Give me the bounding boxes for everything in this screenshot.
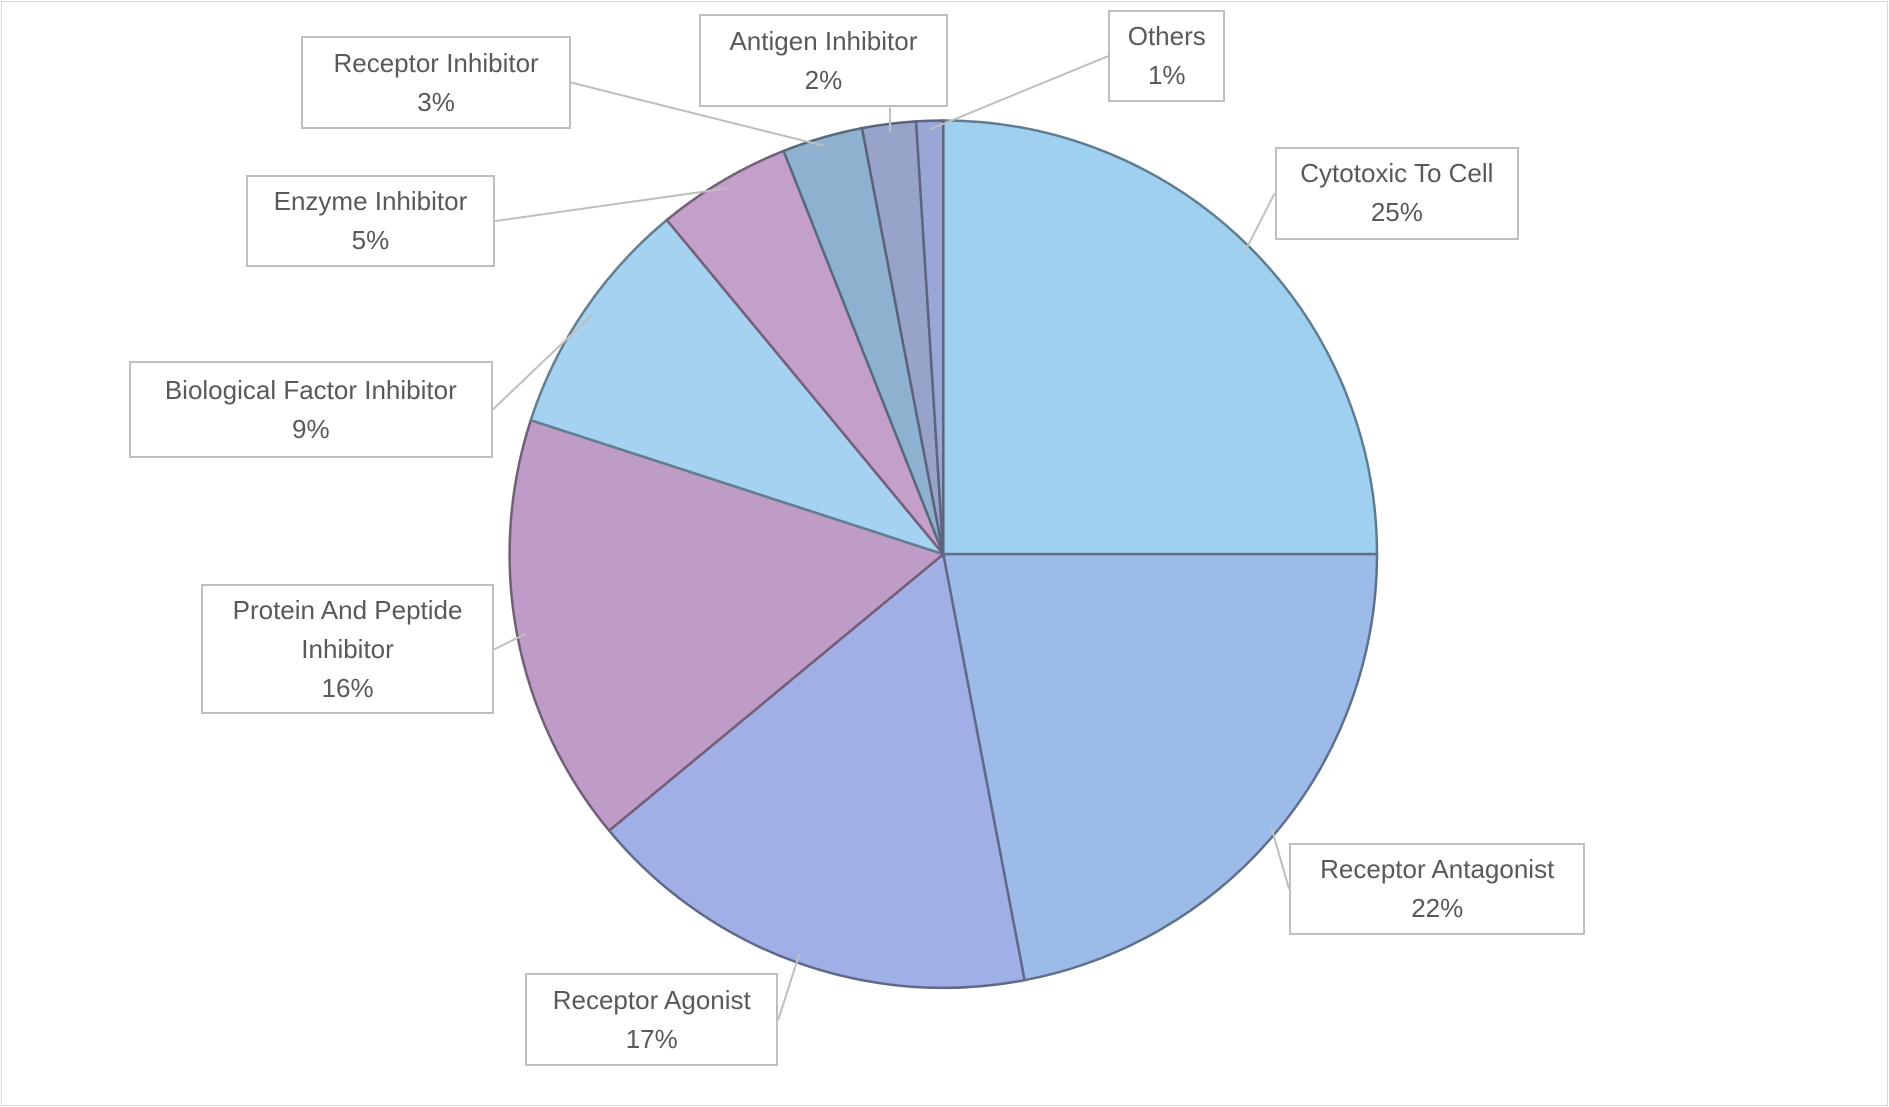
pie-slice (508, 418, 946, 833)
data-label: Receptor Antagonist 22% (1289, 843, 1586, 935)
leader-line (1269, 824, 1291, 890)
data-label: Enzyme Inhibitor 5% (245, 174, 496, 268)
category-label: Receptor Antagonist (1320, 854, 1555, 885)
leader-line (570, 81, 825, 147)
pie-slice (942, 119, 1379, 556)
category-label: Others (1127, 21, 1206, 51)
data-label: Others 1% (1108, 9, 1226, 103)
value-label: 9% (292, 413, 330, 444)
leader-line (492, 314, 593, 411)
category-label: Receptor Inhibitor (333, 47, 539, 78)
data-label: Receptor Inhibitor 3% (301, 36, 572, 129)
data-label: Cytotoxic To Cell 25% (1274, 146, 1520, 240)
data-label: Antigen Inhibitor 2% (698, 14, 949, 108)
pie-slice (941, 552, 1379, 982)
leader-line (777, 953, 801, 1021)
pie-slice (914, 119, 945, 555)
leader-line (493, 632, 527, 651)
value-label: 25% (1370, 197, 1423, 228)
value-label: 17% (625, 1023, 678, 1054)
value-label: 1% (1147, 60, 1186, 90)
category-label: Receptor Agonist (552, 984, 751, 1015)
data-label: Biological Factor Inhibitor 9% (128, 361, 493, 458)
leader-line (929, 55, 1109, 131)
pie-slice (529, 218, 948, 557)
leader-line (494, 187, 728, 223)
leader-line (1242, 192, 1276, 255)
value-label: 5% (351, 225, 390, 256)
value-label: 2% (804, 64, 843, 95)
category-label: Cytotoxic To Cell (1300, 158, 1494, 189)
category-label: Biological Factor Inhibitor (164, 374, 457, 405)
data-label: Receptor Agonist 17% (525, 973, 779, 1067)
data-label: Protein And Peptide Inhibitor 16% (201, 584, 494, 715)
value-label: 3% (417, 86, 455, 117)
value-label: 16% (321, 672, 374, 703)
category-label: Protein And Peptide Inhibitor (232, 594, 463, 664)
value-label: 22% (1411, 893, 1464, 924)
category-label: Enzyme Inhibitor (273, 186, 468, 217)
category-label: Antigen Inhibitor (729, 25, 918, 56)
